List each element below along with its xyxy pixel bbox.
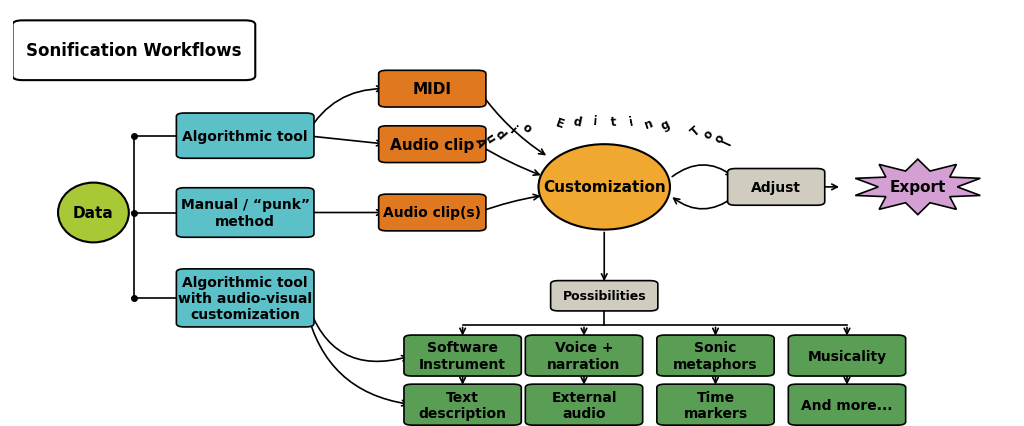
FancyBboxPatch shape bbox=[379, 127, 486, 163]
FancyBboxPatch shape bbox=[551, 281, 657, 311]
FancyBboxPatch shape bbox=[379, 71, 486, 108]
FancyBboxPatch shape bbox=[525, 384, 643, 425]
FancyBboxPatch shape bbox=[525, 335, 643, 376]
Text: n: n bbox=[643, 116, 655, 131]
Polygon shape bbox=[855, 160, 980, 215]
Text: Algorithmic tool: Algorithmic tool bbox=[182, 130, 308, 143]
Text: Sonic
metaphors: Sonic metaphors bbox=[673, 341, 758, 371]
Text: Adjust: Adjust bbox=[752, 181, 801, 194]
FancyBboxPatch shape bbox=[788, 335, 905, 376]
Ellipse shape bbox=[58, 183, 129, 243]
Text: T: T bbox=[688, 124, 703, 138]
Text: l: l bbox=[721, 138, 735, 147]
Text: Sonification Workflows: Sonification Workflows bbox=[27, 42, 242, 60]
Text: Manual / “punk”
method: Manual / “punk” method bbox=[180, 198, 309, 228]
Text: d: d bbox=[493, 127, 508, 142]
Text: Audio clip(s): Audio clip(s) bbox=[383, 206, 481, 220]
FancyBboxPatch shape bbox=[656, 335, 774, 376]
Text: Possibilities: Possibilities bbox=[562, 290, 646, 302]
Text: Export: Export bbox=[890, 180, 946, 195]
Text: Musicality: Musicality bbox=[808, 349, 887, 363]
Text: MIDI: MIDI bbox=[413, 82, 452, 97]
FancyBboxPatch shape bbox=[379, 195, 486, 231]
Text: And more...: And more... bbox=[801, 398, 893, 412]
Text: Algorithmic tool
with audio-visual
customization: Algorithmic tool with audio-visual custo… bbox=[178, 275, 312, 321]
Text: A: A bbox=[473, 135, 488, 149]
Text: Voice +
narration: Voice + narration bbox=[547, 341, 621, 371]
Text: t: t bbox=[610, 115, 616, 128]
Text: i: i bbox=[507, 125, 518, 137]
FancyBboxPatch shape bbox=[12, 21, 255, 81]
Ellipse shape bbox=[539, 145, 670, 230]
Text: E: E bbox=[554, 116, 565, 131]
FancyBboxPatch shape bbox=[656, 384, 774, 425]
FancyBboxPatch shape bbox=[788, 384, 905, 425]
Text: i: i bbox=[593, 115, 598, 128]
FancyBboxPatch shape bbox=[728, 169, 824, 206]
Text: u: u bbox=[481, 131, 497, 145]
Text: Audio clip: Audio clip bbox=[390, 137, 474, 153]
Text: External
audio: External audio bbox=[551, 390, 616, 420]
Text: o: o bbox=[700, 127, 716, 141]
FancyBboxPatch shape bbox=[403, 384, 521, 425]
Text: o: o bbox=[712, 131, 727, 145]
Text: o: o bbox=[520, 120, 535, 135]
FancyBboxPatch shape bbox=[176, 114, 314, 159]
FancyBboxPatch shape bbox=[176, 269, 314, 327]
Text: i: i bbox=[628, 115, 635, 129]
Text: Time
markers: Time markers bbox=[683, 390, 748, 420]
Text: Software
Instrument: Software Instrument bbox=[419, 341, 506, 371]
Text: d: d bbox=[571, 115, 583, 130]
Text: Text
description: Text description bbox=[419, 390, 507, 420]
Text: Customization: Customization bbox=[543, 180, 666, 195]
FancyBboxPatch shape bbox=[176, 188, 314, 238]
Text: Data: Data bbox=[73, 205, 114, 221]
FancyBboxPatch shape bbox=[403, 335, 521, 376]
Text: g: g bbox=[659, 118, 673, 133]
